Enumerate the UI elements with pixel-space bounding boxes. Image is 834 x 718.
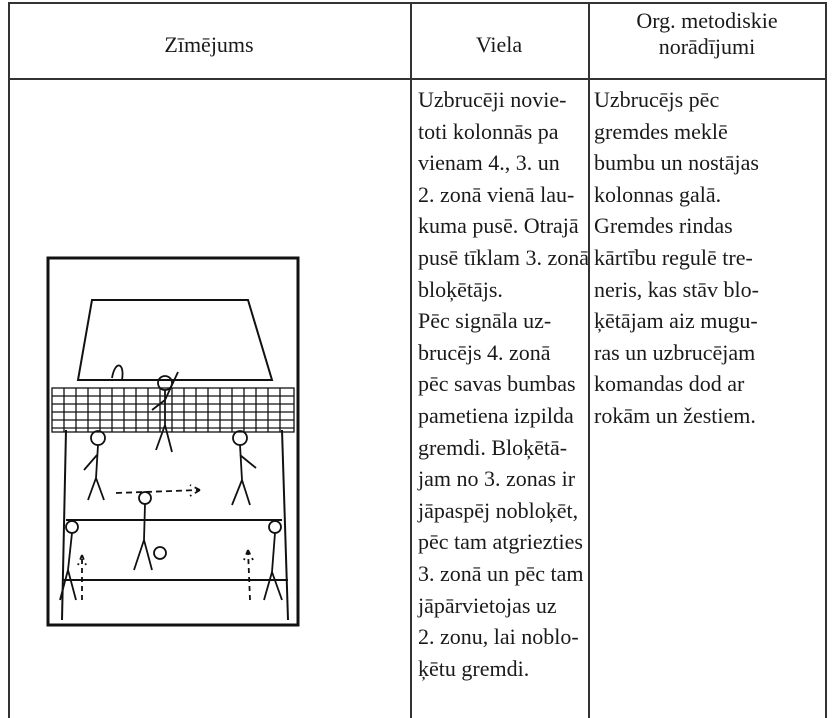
- text-line: Uzbrucējs pēc: [594, 87, 720, 112]
- text-line: 3. zonā un pēc tam: [418, 561, 584, 586]
- text-line: toti kolonnās pa: [418, 118, 559, 144]
- text-line: rokām un žestiem.: [594, 403, 756, 428]
- text-line: Pēc signāla uz-: [418, 308, 552, 334]
- text-line: brucējs 4. zonā: [418, 339, 551, 365]
- text-line: gremdes meklē: [594, 118, 728, 144]
- header-text: Org. metodiskie: [636, 8, 778, 33]
- header-cell: Zīmējums: [8, 32, 410, 58]
- text-line: pametiena izpilda: [418, 403, 574, 428]
- header-cell: Viela: [410, 32, 588, 58]
- text-line: Uzbrucēji novie-: [418, 87, 567, 112]
- text-line: pēc savas bumbas: [418, 371, 576, 397]
- text-line: bloķētājs.: [418, 276, 503, 302]
- table-border: [8, 2, 826, 4]
- table-border: [825, 2, 827, 718]
- table-border: [588, 2, 590, 718]
- text-line: 2. zonu, lai noblo-: [418, 624, 579, 650]
- text-line: ras un uzbrucējam: [594, 339, 756, 365]
- text-line: kuma pusē. Otrajā: [418, 213, 579, 239]
- text-line: komandas dod ar: [594, 371, 745, 397]
- text-line: jam no 3. zonas ir: [418, 466, 576, 492]
- header-text: norādījumi: [658, 34, 756, 59]
- text-line: neris, kas stāv blo-: [594, 276, 759, 302]
- table-border: [8, 2, 10, 718]
- header-text: Viela: [475, 32, 523, 57]
- table-border: [8, 78, 826, 80]
- text-line: vienam 4., 3. un: [418, 150, 560, 176]
- text-line: ķētājam aiz mugu-: [594, 308, 758, 334]
- text-line: kolonnas galā.: [594, 181, 722, 207]
- text-line: ķētu gremdi.: [418, 655, 530, 681]
- text-line: Gremdes rindas: [594, 213, 733, 239]
- header-text: Zīmējums: [164, 32, 254, 57]
- text-line: jāpārvietojas uz: [418, 592, 557, 618]
- header-cell: Org. metodiskie norādījumi: [588, 8, 826, 60]
- text-line: pēc tam atgriezties: [418, 529, 583, 555]
- text-line: jāpaspēj nobloķēt,: [418, 497, 579, 523]
- text-line: kārtību regulē tre-: [594, 245, 753, 270]
- text-line: bumbu un nostājas: [594, 150, 759, 176]
- text-line: 2. zonā vienā lau-: [418, 181, 575, 207]
- text-line: gremdi. Bloķētā-: [418, 434, 568, 460]
- table-border: [410, 2, 412, 718]
- text-line: pusē tīklam 3. zonā: [418, 245, 590, 270]
